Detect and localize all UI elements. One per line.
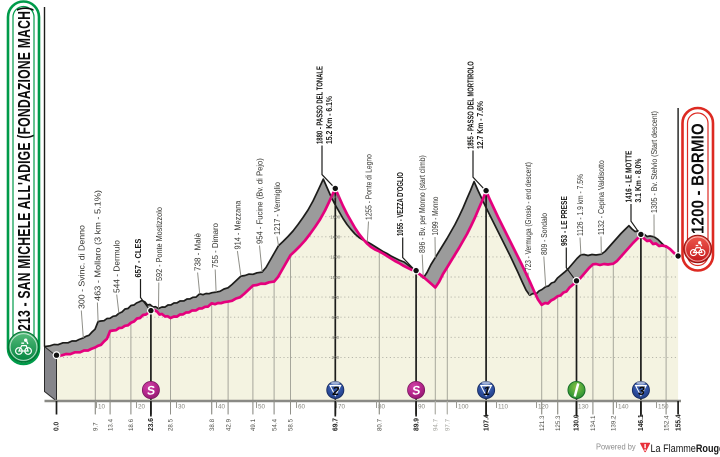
svg-text:89.9: 89.9 (413, 418, 420, 431)
svg-text:954 - Fucine (Bv. di Pejo): 954 - Fucine (Bv. di Pejo) (255, 158, 264, 244)
svg-text:1305 - Bv. Stelvio (Start desc: 1305 - Bv. Stelvio (Start descent) (649, 111, 659, 213)
svg-text:1200: 1200 (330, 255, 341, 260)
svg-text:200: 200 (332, 355, 340, 360)
svg-text:80: 80 (378, 404, 386, 411)
svg-text:1200 - BORMIO: 1200 - BORMIO (689, 123, 708, 234)
svg-text:1: 1 (483, 384, 490, 398)
svg-text:213 - SAN MICHELE ALL'ADIGE (F: 213 - SAN MICHELE ALL'ADIGE (FONDAZIONE … (15, 7, 35, 331)
svg-text:1000: 1000 (330, 275, 341, 280)
svg-text:125.3: 125.3 (555, 415, 562, 431)
svg-text:3: 3 (638, 384, 645, 398)
svg-text:914 - Mezzana: 914 - Mezzana (233, 200, 243, 249)
svg-text:544 - Dermulo: 544 - Dermulo (112, 240, 122, 293)
svg-text:300 - Svinc. di Denno: 300 - Svinc. di Denno (76, 225, 86, 309)
svg-text:152.4: 152.4 (663, 415, 670, 431)
svg-text:0.0: 0.0 (54, 422, 61, 431)
svg-text:42.9: 42.9 (225, 419, 232, 431)
svg-text:94.7: 94.7 (432, 419, 439, 431)
svg-text:463 - Mollaro (3 km - 5.1%): 463 - Mollaro (3 km - 5.1%) (93, 190, 103, 301)
svg-text:140: 140 (618, 404, 629, 411)
svg-text:146.1: 146.1 (638, 414, 645, 431)
svg-text:110: 110 (498, 404, 509, 411)
svg-text:S: S (411, 383, 422, 398)
svg-text:130.0: 130.0 (574, 414, 581, 431)
svg-text:150: 150 (658, 404, 669, 411)
svg-text:896 - Bv. per Monno (start cli: 896 - Bv. per Monno (start climb) (417, 155, 427, 253)
svg-text:15.2 Km - 6.1%: 15.2 Km - 6.1% (324, 96, 334, 144)
svg-text:953 - LE PRESE: 953 - LE PRESE (559, 196, 569, 246)
svg-text:738 - Malè: 738 - Malè (193, 233, 202, 271)
svg-text:90: 90 (418, 404, 426, 411)
svg-text:1255 - Ponte di Legno: 1255 - Ponte di Legno (364, 154, 374, 220)
svg-text:130: 130 (578, 404, 589, 411)
svg-text:69.7: 69.7 (332, 418, 339, 431)
svg-text:58.5: 58.5 (288, 419, 295, 431)
svg-text:2: 2 (332, 384, 340, 398)
svg-text:121.3: 121.3 (539, 415, 546, 431)
svg-text:155.4: 155.4 (675, 414, 682, 431)
svg-text:1132 - Cepina Valdisotto: 1132 - Cepina Valdisotto (596, 160, 606, 235)
svg-text:600: 600 (332, 315, 340, 320)
svg-text:1099 - Monno: 1099 - Monno (430, 197, 440, 236)
svg-text:100: 100 (458, 404, 469, 411)
svg-text:1055 - VEZZA D'OGLIO: 1055 - VEZZA D'OGLIO (395, 172, 405, 236)
svg-text:723 - Vermuga (Grosio - end de: 723 - Vermuga (Grosio - end descent) (523, 162, 533, 271)
svg-text:755 - Dimaro: 755 - Dimaro (211, 223, 220, 268)
svg-text:1880 - PASSO DEL TONALE: 1880 - PASSO DEL TONALE (314, 66, 324, 144)
svg-text:1126 - 1.9 km - 7.5%: 1126 - 1.9 km - 7.5% (575, 174, 585, 236)
svg-text:1600: 1600 (330, 215, 341, 220)
svg-text:1800: 1800 (330, 194, 341, 199)
svg-text:12.7 Km - 7.6%: 12.7 Km - 7.6% (475, 101, 485, 149)
svg-text:80.7: 80.7 (376, 419, 383, 431)
svg-text:809 - Sondalo: 809 - Sondalo (539, 213, 549, 255)
svg-text:1400: 1400 (330, 235, 341, 240)
svg-text:70: 70 (338, 404, 346, 411)
svg-text:120: 120 (538, 404, 549, 411)
svg-text:800: 800 (332, 295, 340, 300)
svg-text:657 - CLES: 657 - CLES (134, 239, 143, 278)
svg-text:Powered by: Powered by (596, 442, 636, 451)
svg-text:592 - Ponte Mostizzolo: 592 - Ponte Mostizzolo (154, 207, 164, 281)
svg-text:28.5: 28.5 (168, 419, 175, 431)
svg-text:9.7: 9.7 (92, 422, 99, 431)
svg-text:107.4: 107.4 (483, 414, 490, 431)
svg-text:40: 40 (218, 404, 226, 411)
svg-text:1217 - Vermiglio: 1217 - Vermiglio (273, 181, 283, 235)
svg-text:10: 10 (98, 404, 106, 411)
svg-text:S: S (146, 383, 157, 398)
svg-text:54.4: 54.4 (271, 419, 278, 431)
svg-text:30: 30 (178, 404, 186, 411)
svg-text:18.6: 18.6 (128, 419, 135, 431)
svg-text:49.1: 49.1 (250, 419, 257, 431)
svg-text:38.8: 38.8 (209, 419, 216, 431)
svg-text:23.6: 23.6 (148, 418, 155, 431)
svg-text:400: 400 (332, 335, 340, 340)
svg-text:134.1: 134.1 (590, 415, 597, 431)
svg-text:3.1 Km - 8.0%: 3.1 Km - 8.0% (633, 158, 643, 202)
svg-text:60: 60 (298, 404, 306, 411)
svg-text:La FlammeRouge: La FlammeRouge (651, 443, 720, 455)
svg-text:97.7: 97.7 (444, 419, 451, 431)
svg-text:139.2: 139.2 (610, 415, 617, 431)
svg-text:13.4: 13.4 (107, 419, 114, 431)
svg-text:50: 50 (258, 404, 266, 411)
svg-text:1855 - PASSO DEL MORTIROLO: 1855 - PASSO DEL MORTIROLO (467, 61, 476, 149)
svg-text:20: 20 (138, 404, 146, 411)
svg-text:1416 - LE MOTTE: 1416 - LE MOTTE (624, 151, 634, 203)
